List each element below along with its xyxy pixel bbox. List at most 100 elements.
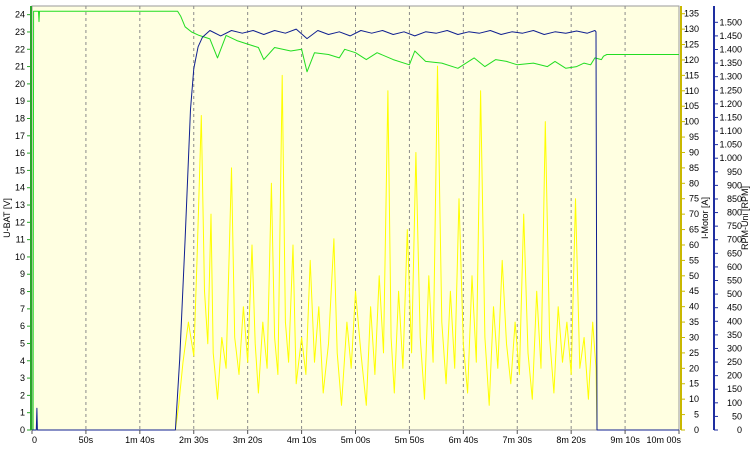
x-tick-label: 9m 10s	[610, 435, 640, 445]
left-tick-label: 4	[20, 356, 25, 366]
x-tick-label: 6m 40s	[449, 435, 479, 445]
x-tick-label: 3m 20s	[233, 435, 263, 445]
right1-tick-label: 35	[689, 317, 699, 327]
left-tick-label: 23	[15, 27, 25, 37]
right-axis-current-label: I-Motor [A]	[700, 197, 710, 239]
left-tick-label: 9	[20, 269, 25, 279]
x-tick-label: 7m 30s	[502, 435, 532, 445]
right1-tick-label: 105	[684, 101, 699, 111]
right2-tick-label: 900	[727, 180, 742, 190]
right1-tick-label: 120	[684, 55, 699, 65]
right2-tick-label: 1.350	[719, 58, 742, 68]
right1-tick-label: 55	[689, 255, 699, 265]
right2-tick-label: 800	[727, 208, 742, 218]
right1-tick-label: 90	[689, 147, 699, 157]
right1-tick-label: 85	[689, 163, 699, 173]
right2-tick-label: 1.500	[719, 17, 742, 27]
right2-tick-label: 450	[727, 303, 742, 313]
right1-tick-label: 10	[689, 394, 699, 404]
right2-tick-label: 1.150	[719, 112, 742, 122]
right2-tick-label: 100	[727, 398, 742, 408]
right2-tick-label: 950	[727, 167, 742, 177]
grid-lines	[85, 6, 626, 430]
right2-tick-label: 1.400	[719, 44, 742, 54]
left-tick-label: 18	[15, 113, 25, 123]
right2-tick-label: 1.250	[719, 85, 742, 95]
right1-tick-label: 65	[689, 225, 699, 235]
right1-tick-label: 25	[689, 348, 699, 358]
right2-tick-label: 0	[737, 425, 742, 435]
left-tick-label: 10	[15, 252, 25, 262]
left-tick-label: 7	[20, 304, 25, 314]
left-tick-label: 15	[15, 165, 25, 175]
x-tick-label: 0	[32, 435, 37, 445]
series-u-bat-line	[32, 10, 679, 431]
right2-tick-label: 1.000	[719, 153, 742, 163]
left-tick-label: 13	[15, 200, 25, 210]
right-axis-current: 0 5 10 15 20 25 30 35 40 45 50 55 60 65 70 75 80 85 90 95 10…	[680, 6, 699, 435]
left-tick-label: 1	[20, 408, 25, 418]
left-tick-label: 8	[20, 287, 25, 297]
x-tick-label: 10m 00s	[646, 435, 681, 445]
right2-tick-label: 550	[727, 276, 742, 286]
right2-tick-label: 850	[727, 194, 742, 204]
series-rpm-uni-line	[32, 28, 679, 431]
right1-tick-label: 60	[689, 240, 699, 250]
series-i-motor-line	[32, 65, 679, 431]
x-axis: 0 50s 1m 40s 2m 30s 3m 20s 4m 10s 5m 00s 5m 50s…	[31, 430, 681, 445]
right1-tick-label: 0	[694, 425, 699, 435]
series-layer	[32, 10, 679, 431]
left-tick-label: 5	[20, 338, 25, 348]
right-axis-rpm-label: RPM-Uni [RPM]	[740, 186, 750, 250]
right2-tick-label: 1.200	[719, 99, 742, 109]
right2-tick-label: 600	[727, 262, 742, 272]
left-tick-label: 11	[16, 235, 25, 245]
right2-tick-label: 500	[727, 289, 742, 299]
right2-tick-label: 1.050	[719, 140, 742, 150]
right1-tick-label: 110	[685, 86, 699, 96]
left-tick-label: 6	[20, 321, 25, 331]
right2-tick-label: 1.300	[719, 72, 742, 82]
right2-tick-label: 150	[727, 384, 742, 394]
right1-tick-label: 30	[689, 332, 699, 342]
right2-tick-label: 200	[727, 371, 742, 381]
left-tick-label: 16	[15, 148, 25, 158]
left-tick-label: 24	[15, 10, 25, 20]
right2-tick-label: 250	[727, 357, 742, 367]
left-axis-label: U-BAT [V]	[2, 198, 12, 238]
left-tick-label: 17	[15, 131, 25, 141]
right2-tick-label: 650	[727, 248, 742, 258]
right1-tick-label: 125	[684, 40, 699, 50]
right2-tick-label: 50	[732, 411, 742, 421]
right2-tick-label: 1.100	[719, 126, 742, 136]
right1-tick-label: 100	[684, 117, 699, 127]
right2-tick-label: 750	[727, 221, 742, 231]
right2-tick-label: 350	[727, 330, 742, 340]
right-axis-rpm: 0 50 100 150 200 250 300 350 400 450 500 550 600 650 7…	[713, 6, 742, 435]
right1-tick-label: 80	[689, 178, 699, 188]
right1-tick-label: 40	[689, 302, 699, 312]
right1-tick-label: 20	[689, 363, 699, 373]
x-tick-label: 4m 10s	[287, 435, 317, 445]
right1-tick-label: 5	[694, 410, 699, 420]
left-tick-label: 0	[20, 425, 25, 435]
left-tick-label: 12	[15, 217, 25, 227]
right1-tick-label: 135	[684, 9, 699, 19]
x-tick-label: 5m 00s	[341, 435, 371, 445]
left-tick-label: 3	[20, 373, 25, 383]
x-tick-label: 50s	[79, 435, 94, 445]
right2-tick-label: 400	[727, 316, 742, 326]
right2-tick-label: 700	[727, 235, 742, 245]
right1-tick-label: 75	[689, 194, 699, 204]
left-tick-label: 14	[15, 183, 25, 193]
left-tick-label: 20	[15, 79, 25, 89]
right1-tick-label: 45	[689, 286, 699, 296]
x-tick-label: 2m 30s	[179, 435, 209, 445]
right1-tick-label: 50	[689, 271, 699, 281]
right1-tick-label: 95	[689, 132, 699, 142]
left-tick-label: 19	[15, 96, 25, 106]
left-tick-label: 2	[20, 390, 25, 400]
x-tick-label: 5m 50s	[395, 435, 425, 445]
